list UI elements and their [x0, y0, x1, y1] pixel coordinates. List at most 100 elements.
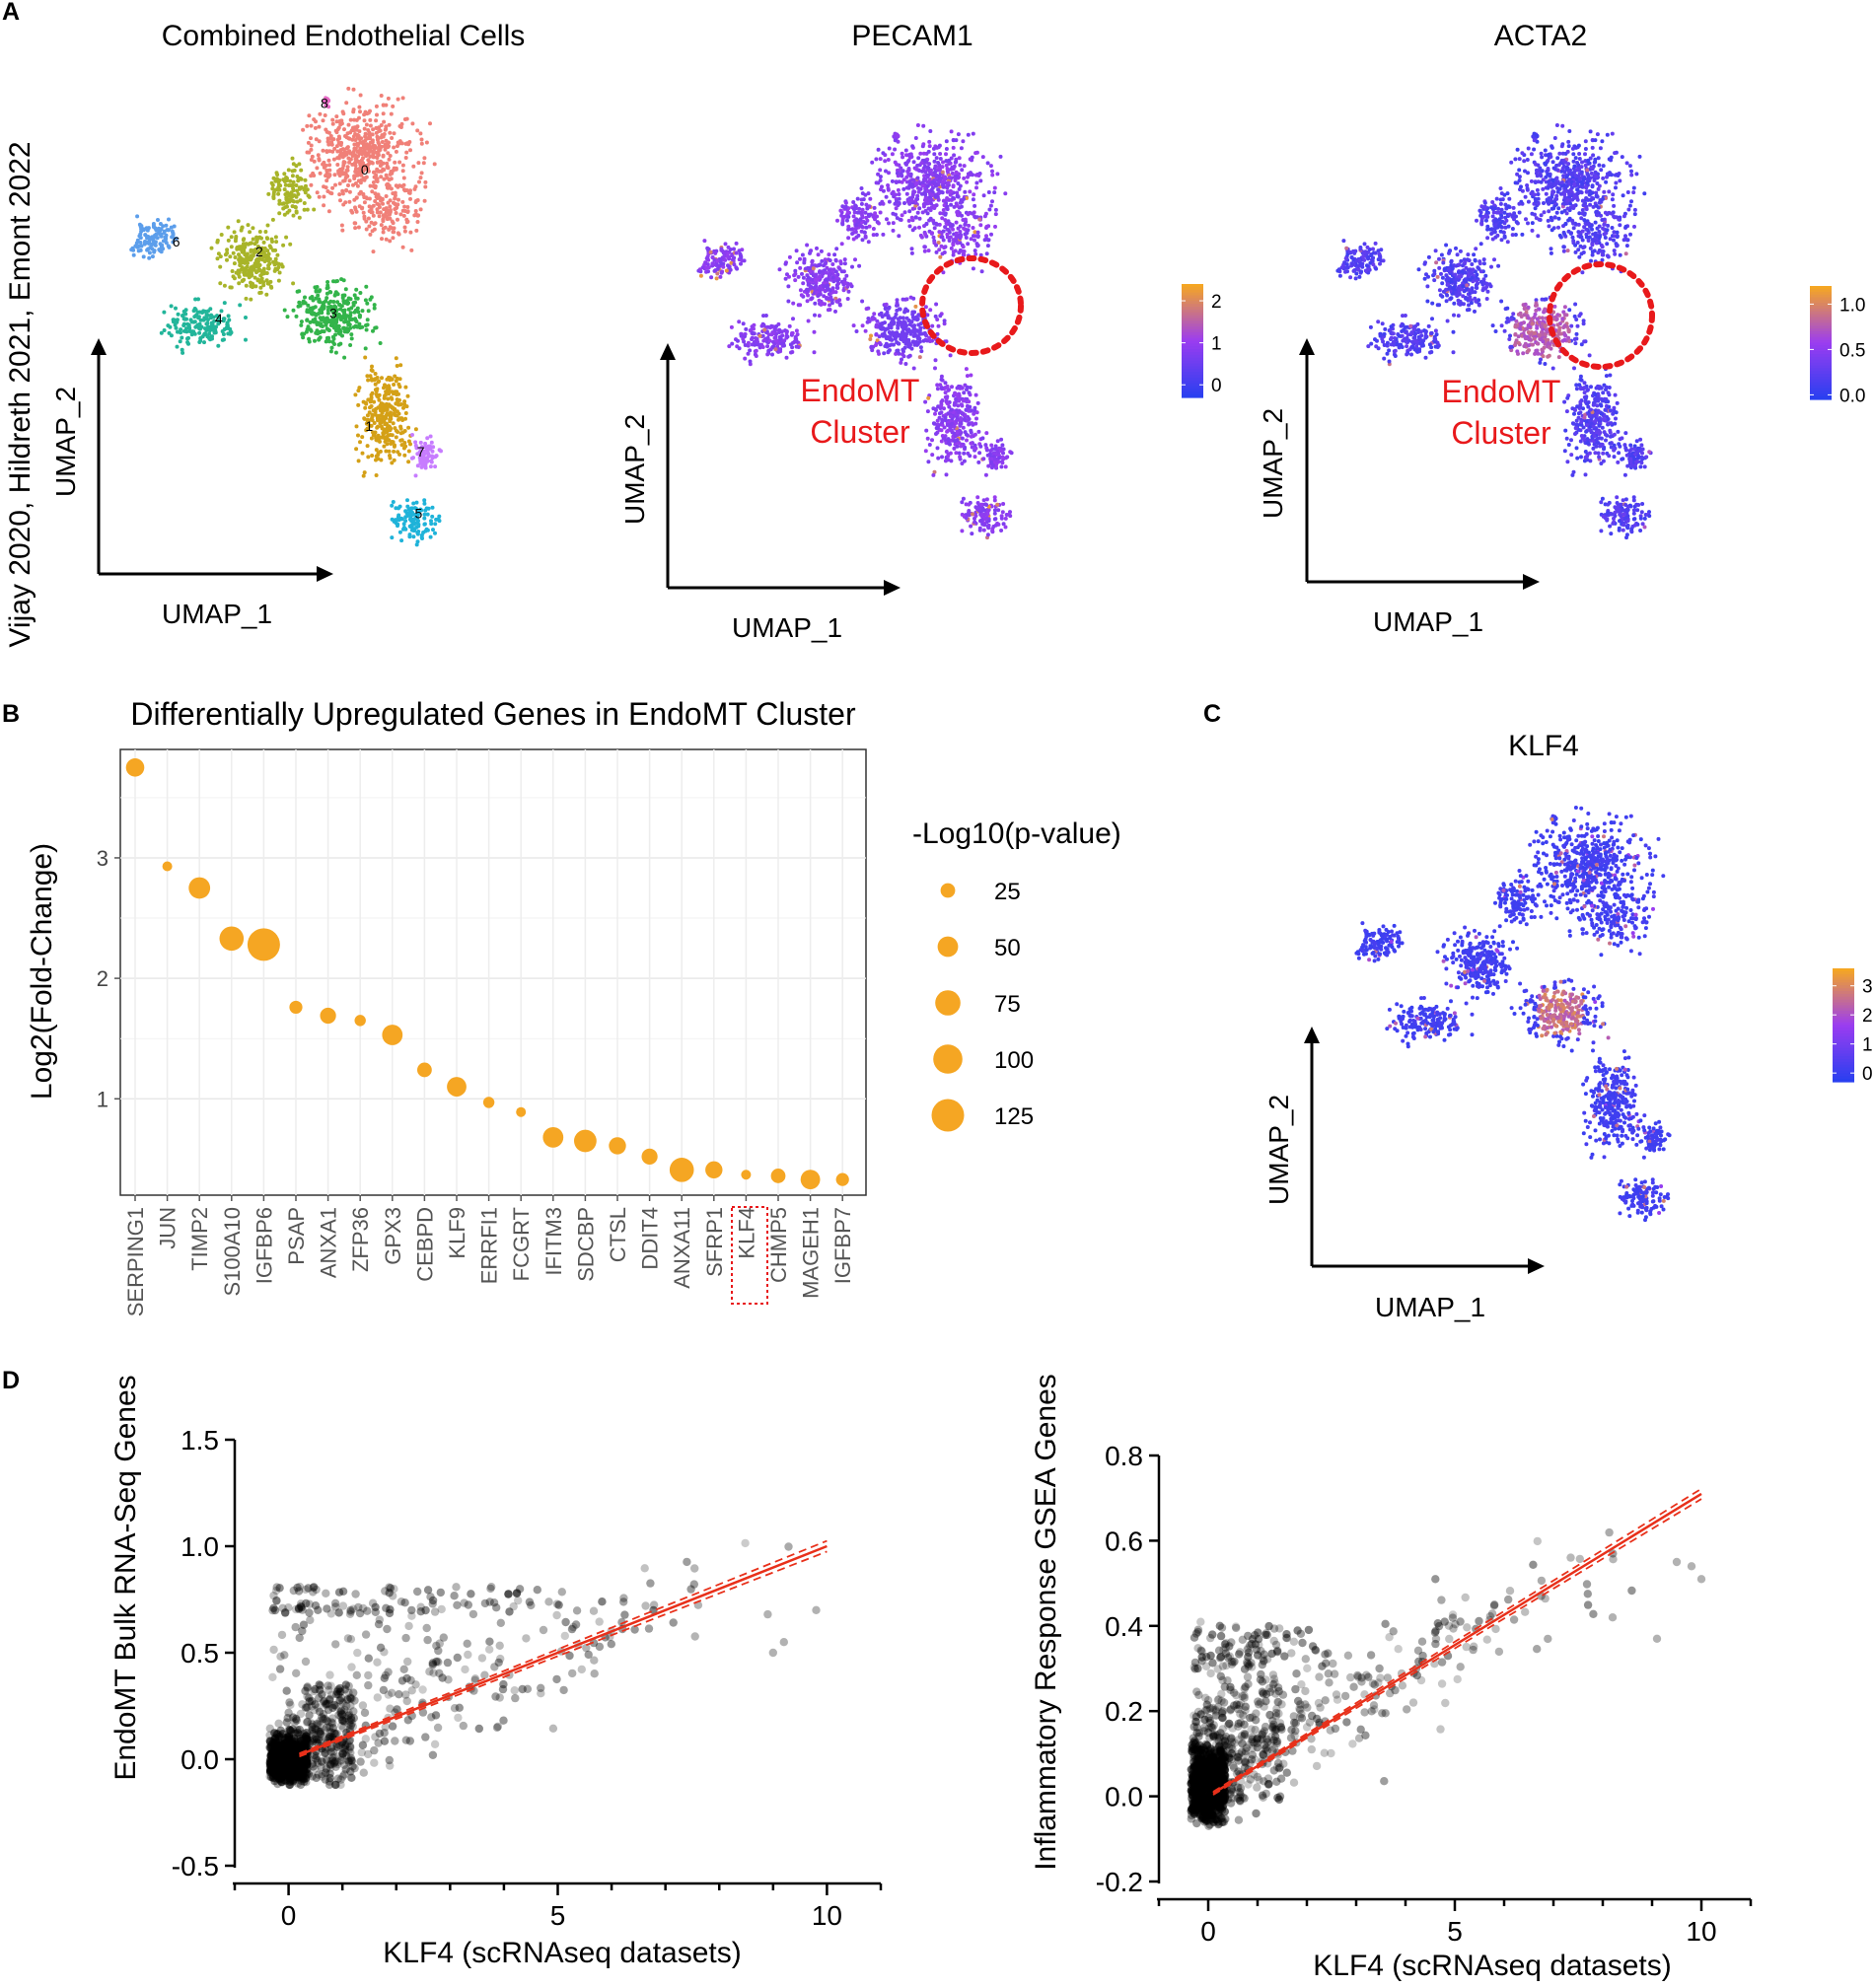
- umap-cell-point: [406, 449, 411, 454]
- umap-cell-point: [1591, 153, 1596, 158]
- umap-cell-point: [833, 309, 837, 314]
- umap-cell-point: [960, 411, 965, 416]
- umap-cell-point: [876, 147, 881, 152]
- umap-cell-point: [379, 223, 384, 228]
- umap-cell-point: [264, 278, 269, 283]
- umap-cell-point: [396, 184, 400, 189]
- umap-cell-point: [419, 171, 424, 176]
- umap-cell-point: [938, 152, 943, 156]
- umap-cell-point: [1519, 184, 1523, 189]
- umap-cell-point: [855, 196, 860, 201]
- umap-cell-point: [378, 210, 383, 215]
- umap-cell-point: [415, 128, 420, 133]
- umap-cell-point: [225, 248, 230, 252]
- umap-cell-point: [269, 180, 274, 185]
- umap-cell-point: [226, 314, 231, 319]
- umap-cell-point: [362, 195, 367, 200]
- umap-cell-point: [147, 255, 152, 260]
- umap-cell-point: [372, 170, 377, 175]
- umap-cell-point: [266, 266, 270, 271]
- umap-cell-point: [1525, 158, 1530, 162]
- umap-cell-point: [940, 455, 944, 460]
- umap-cell-point: [1526, 199, 1531, 204]
- umap-cell-point: [338, 198, 342, 203]
- umap-cell-point: [884, 169, 888, 174]
- umap-cell-point: [990, 173, 995, 178]
- umap-cell-point: [932, 152, 937, 157]
- umap-cell-point: [356, 225, 361, 230]
- umap-cell-point: [872, 205, 877, 210]
- umap-cell-point: [949, 428, 954, 433]
- umap-cell-point: [903, 148, 908, 153]
- umap-cell-point: [287, 208, 292, 213]
- umap-cell-point: [1533, 180, 1538, 184]
- umap-cell-point: [385, 161, 390, 166]
- umap-cell-point: [311, 298, 316, 303]
- umap-cell-point: [1585, 168, 1590, 173]
- umap-cell-point: [926, 149, 931, 154]
- umap-cell-point: [945, 196, 950, 200]
- umap-cell-point: [877, 340, 882, 345]
- umap-cell-point: [259, 276, 264, 281]
- umap-cell-point: [1001, 502, 1006, 506]
- umap-cell-point: [739, 261, 743, 266]
- umap-cell-point: [276, 191, 281, 196]
- umap-cell-point: [363, 355, 368, 360]
- umap-cell-point: [1610, 131, 1615, 136]
- umap-cell-point: [945, 394, 950, 399]
- umap-cell-point: [412, 213, 417, 218]
- umap-cell-point: [1554, 176, 1559, 180]
- umap-cell-point: [1571, 159, 1576, 164]
- umap-cell-point: [411, 164, 416, 169]
- umap-cell-point: [1560, 142, 1565, 147]
- umap-cell-point: [1584, 235, 1589, 240]
- umap-cell-point: [1584, 207, 1589, 212]
- umap-cell-point: [955, 210, 960, 214]
- umap-cell-point: [379, 94, 384, 98]
- umap-cell-point: [976, 429, 981, 434]
- umap-cell-point: [385, 165, 390, 170]
- umap-cell-point: [937, 143, 942, 148]
- umap-cell-point: [951, 195, 956, 200]
- umap-cell-point: [975, 400, 980, 405]
- umap-cell-point: [981, 528, 986, 532]
- umap-cell-point: [842, 277, 847, 282]
- umap-cell-point: [784, 329, 789, 334]
- umap-cell-point: [916, 168, 921, 173]
- umap-cell-point: [257, 230, 262, 234]
- umap-cell-point: [318, 171, 323, 176]
- umap-cell-point: [863, 328, 868, 333]
- umap-cell-point: [1605, 228, 1610, 233]
- umap-cell-point: [266, 191, 271, 196]
- umap-cell-point: [880, 315, 885, 319]
- umap-cell-point: [402, 399, 407, 404]
- umap-cell-point: [403, 411, 408, 415]
- umap-cell-point: [393, 160, 397, 165]
- umap-cell-point: [1559, 183, 1564, 188]
- umap-cell-point: [1561, 158, 1566, 163]
- umap-cell-point: [318, 329, 323, 334]
- umap-cell-point: [838, 208, 843, 213]
- umap-cell-point: [317, 139, 322, 144]
- umap-cell-point: [422, 498, 427, 503]
- umap-cell-point: [339, 121, 344, 126]
- umap-cell-point: [332, 325, 336, 330]
- umap-cell-point: [886, 349, 891, 354]
- umap-cell-point: [412, 186, 417, 191]
- umap-cell-point: [358, 146, 363, 151]
- umap-cell-point: [965, 374, 970, 379]
- umap-cell-point: [757, 333, 762, 338]
- cluster-label: 7: [417, 444, 425, 460]
- umap-cell-point: [373, 191, 378, 196]
- umap-cell-point: [216, 251, 221, 256]
- umap-cell-point: [386, 96, 391, 101]
- umap-cell-point: [971, 197, 975, 202]
- umap-cell-point: [397, 530, 402, 534]
- umap-cell-point: [1598, 146, 1603, 151]
- umap-cell-point: [795, 332, 800, 337]
- umap-cell-point: [1440, 275, 1445, 280]
- umap-cell-point: [364, 284, 369, 289]
- umap-cell-point: [940, 179, 945, 184]
- umap-cell-point: [1529, 178, 1534, 183]
- umap-cell-point: [364, 122, 369, 127]
